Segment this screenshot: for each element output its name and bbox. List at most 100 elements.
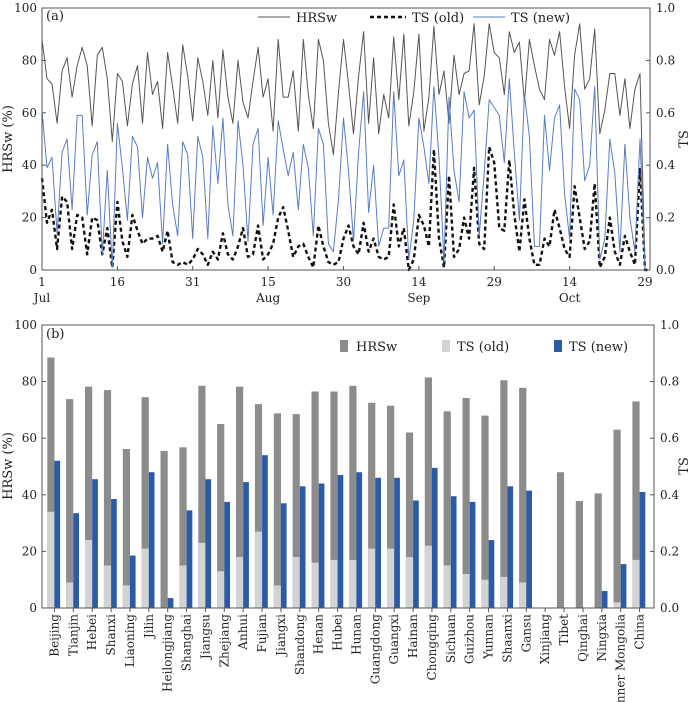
panel-b-ticks: 0 20 40 60 80 100 0.0 0.2 0.4 0.6 0.8 1.0 Beijing Tia…: [14, 318, 679, 702]
panel-b-ylabel: HRSw (%): [1, 432, 16, 500]
panel-a-month-label: Jul: [32, 291, 51, 305]
bar-ts-new: [129, 555, 136, 608]
bar-ts-new: [620, 564, 627, 608]
bar-ts-old: [217, 571, 225, 608]
panel-b-bar-chart: 0 20 40 60 80 100 0.0 0.2 0.4 0.6 0.8 1.0 Beijing Tia…: [1, 318, 692, 702]
bar-ts-new: [73, 513, 79, 608]
bar-hrsw: [462, 398, 470, 608]
category-label: Qinghai: [576, 614, 590, 662]
bar-ts-new: [224, 501, 230, 608]
panel-a-month-label: Sep: [407, 291, 430, 305]
legend-hrsw-label: HRSw: [296, 11, 337, 26]
category-label: Shandong: [293, 614, 307, 675]
panel-a-label: (a): [46, 9, 64, 24]
panel-a-x-tick-label: 16: [110, 275, 125, 289]
bar-hrsw: [613, 429, 621, 608]
panel-a-series-lines: [40, 23, 650, 272]
panel-a-x-tick-label: 1: [38, 275, 46, 289]
bar-ts-new: [54, 460, 61, 608]
bar-ts-old: [387, 548, 395, 608]
panel-a-right-tick-label: 0.6: [656, 106, 675, 120]
series-ts-new-line: [41, 78, 650, 271]
category-label: Hunan: [349, 614, 363, 655]
bar-ts-old: [405, 557, 414, 608]
legend-b-ts-old-label: TS (old): [457, 340, 509, 355]
bar-hrsw: [632, 401, 640, 608]
panel-b-left-tick-label: 0: [29, 601, 37, 615]
bar-ts-new: [337, 475, 344, 608]
bar-ts-old: [198, 542, 206, 608]
panel-a-month-label: Aug: [255, 291, 280, 305]
bar-ts-old: [85, 540, 93, 608]
category-label: Fujian: [255, 614, 269, 653]
bar-hrsw: [198, 385, 206, 608]
bar-ts-new: [92, 479, 98, 608]
panel-a-left-tick-label: 40: [22, 158, 37, 172]
category-label: Xinjiang: [538, 614, 552, 665]
bar-ts-new: [262, 455, 268, 608]
bar-ts-old: [481, 579, 489, 608]
panel-a-x-tick-label: 15: [260, 275, 275, 289]
bar-ts-old: [311, 562, 319, 608]
category-label: Jiangsu: [198, 614, 212, 661]
panel-a-right-tick-label: 0.2: [656, 211, 675, 225]
category-label: Jilin: [142, 614, 156, 640]
panel-a-x-tick-label: 29: [637, 275, 652, 289]
category-label: Zhejiang: [217, 614, 231, 668]
bar-ts-new: [243, 482, 249, 608]
panel-a-x-tick-label: 30: [336, 275, 351, 289]
bar-ts-new: [526, 490, 532, 608]
bar-ts-new: [148, 472, 155, 608]
category-label: Jiangxi: [274, 614, 288, 658]
panel-a-ticks: 0 20 40 60 80 100 0.0 0.2 0.4 0.6 0.8 1.0 1 16 31 15 30 1…: [14, 1, 675, 305]
bar-ts-new: [167, 598, 174, 608]
bar-hrsw: [424, 377, 432, 608]
bar-ts-new: [280, 503, 287, 608]
panel-a-x-tick-label: 14: [411, 275, 427, 289]
bar-ts-old: [66, 582, 74, 608]
panel-b-plot-frame: [41, 324, 655, 609]
panel-a-plot-frame: [41, 7, 651, 271]
bar-hrsw: [217, 424, 225, 608]
bar-hrsw: [141, 397, 149, 608]
legend-b-hrsw-label: HRSw: [356, 340, 397, 355]
panel-a-line-chart: 0 20 40 60 80 100 0.0 0.2 0.4 0.6 0.8 1.0 1 16 31 15 30 1…: [1, 1, 692, 305]
panel-a-left-tick-label: 60: [22, 106, 37, 120]
category-label: Yunnan: [482, 614, 496, 660]
panel-b-right-tick-label: 0.6: [660, 431, 679, 445]
panel-b-label: (b): [46, 327, 64, 342]
category-label: Inner Mongolia: [614, 614, 628, 702]
bar-hrsw: [160, 450, 168, 608]
bar-hrsw: [236, 386, 244, 608]
category-label: Shanghai: [180, 614, 194, 671]
category-label: China: [633, 614, 647, 650]
category-label: Henan: [312, 614, 326, 654]
legend-b-ts-new-label: TS (new): [569, 340, 628, 355]
legend-hrsw-bar-swatch: [340, 340, 348, 352]
category-label: Sichuan: [444, 614, 458, 663]
bar-ts-old: [122, 585, 130, 608]
panel-b-right-tick-label: 0.0: [660, 601, 679, 615]
bar-ts-old: [103, 565, 112, 608]
legend-ts-new-label: TS (new): [511, 11, 570, 26]
bar-hrsw: [519, 387, 527, 608]
legend-ts-old-label: TS (old): [412, 11, 464, 26]
panel-b-left-tick-label: 60: [22, 431, 37, 445]
panel-a-right-tick-label: 1.0: [656, 1, 675, 15]
category-label: Shanxi: [104, 614, 118, 656]
bar-ts-old: [462, 574, 470, 608]
panel-b-bars: [47, 357, 646, 608]
bar-ts-old: [273, 585, 281, 608]
category-label: Hainan: [406, 614, 420, 658]
bar-ts-new: [111, 499, 117, 608]
series-ts-old-line: [40, 145, 650, 272]
panel-a-x-tick-label: 14: [562, 275, 578, 289]
bar-hrsw: [443, 411, 451, 608]
bar-ts-old: [254, 531, 263, 608]
panel-b-left-tick-label: 80: [22, 375, 37, 389]
bar-hrsw: [594, 493, 602, 608]
bar-hrsw: [179, 447, 187, 608]
panel-b-right-tick-label: 0.2: [660, 544, 679, 558]
bar-hrsw: [500, 380, 508, 608]
panel-a-left-tick-label: 100: [14, 1, 37, 15]
